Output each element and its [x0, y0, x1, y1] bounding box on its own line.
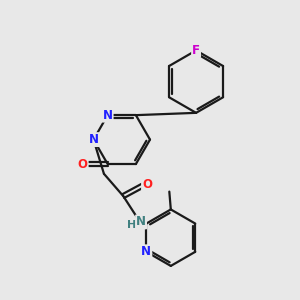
Text: N: N — [103, 109, 112, 122]
Text: N: N — [136, 215, 146, 228]
Text: O: O — [78, 158, 88, 171]
Text: N: N — [88, 133, 98, 146]
Text: O: O — [142, 178, 152, 191]
Text: H: H — [127, 220, 136, 230]
Text: F: F — [192, 44, 200, 57]
Text: N: N — [141, 245, 152, 258]
